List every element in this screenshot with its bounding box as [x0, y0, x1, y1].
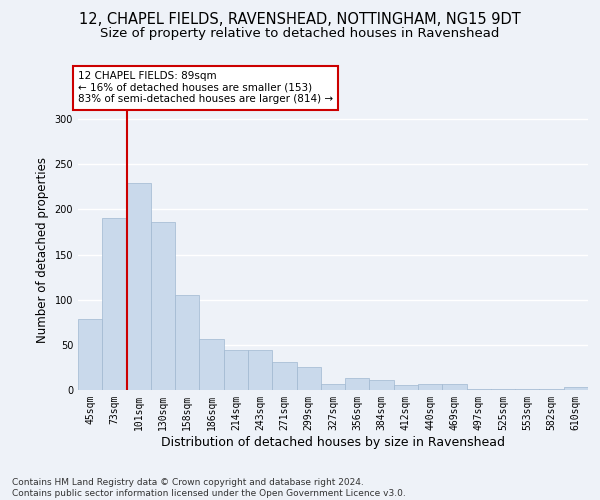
- Bar: [418, 384, 442, 390]
- Text: Contains HM Land Registry data © Crown copyright and database right 2024.
Contai: Contains HM Land Registry data © Crown c…: [12, 478, 406, 498]
- X-axis label: Distribution of detached houses by size in Ravenshead: Distribution of detached houses by size …: [161, 436, 505, 448]
- Bar: [515, 389, 539, 390]
- Bar: [224, 350, 248, 390]
- Bar: [370, 380, 394, 390]
- Text: 12, CHAPEL FIELDS, RAVENSHEAD, NOTTINGHAM, NG15 9DT: 12, CHAPEL FIELDS, RAVENSHEAD, NOTTINGHA…: [79, 12, 521, 28]
- Bar: [127, 183, 151, 390]
- Text: 12 CHAPEL FIELDS: 89sqm
← 16% of detached houses are smaller (153)
83% of semi-d: 12 CHAPEL FIELDS: 89sqm ← 16% of detache…: [78, 71, 333, 104]
- Bar: [442, 384, 467, 390]
- Y-axis label: Number of detached properties: Number of detached properties: [36, 157, 49, 343]
- Bar: [491, 389, 515, 390]
- Bar: [78, 318, 102, 390]
- Bar: [345, 378, 370, 390]
- Bar: [394, 386, 418, 390]
- Text: Size of property relative to detached houses in Ravenshead: Size of property relative to detached ho…: [100, 28, 500, 40]
- Bar: [248, 350, 272, 390]
- Bar: [539, 389, 564, 390]
- Bar: [102, 218, 127, 390]
- Bar: [296, 368, 321, 390]
- Bar: [321, 384, 345, 390]
- Bar: [175, 295, 199, 390]
- Bar: [199, 338, 224, 390]
- Bar: [564, 388, 588, 390]
- Bar: [467, 389, 491, 390]
- Bar: [151, 222, 175, 390]
- Bar: [272, 362, 296, 390]
